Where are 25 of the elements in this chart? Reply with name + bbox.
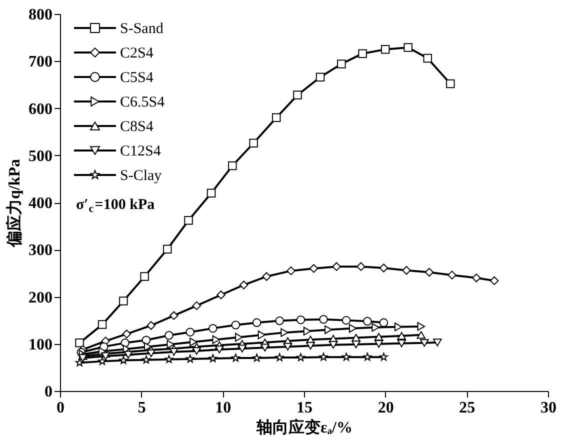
legend-label: C2S4 <box>120 46 154 62</box>
y-axis-title: 偏应力q/kPa <box>4 158 24 248</box>
x-tick-label: 15 <box>296 400 312 416</box>
x-tick-label: 10 <box>215 400 232 416</box>
legend-label: C5S4 <box>120 70 154 86</box>
y-tick-label: 700 <box>28 54 52 71</box>
legend-label: S-Sand <box>120 21 164 37</box>
legend-label: C8S4 <box>120 119 154 135</box>
x-tick-label: 20 <box>378 400 394 416</box>
legend-label: C6.5S4 <box>120 94 166 110</box>
y-tick-label: 200 <box>28 289 52 306</box>
x-tick-label: 30 <box>540 400 556 416</box>
y-tick-label: 300 <box>28 242 52 260</box>
x-axis-title: 轴向应变εₐ/% <box>256 418 352 436</box>
y-tick-label: 800 <box>28 6 52 24</box>
y-tick-label: 0 <box>44 384 52 400</box>
legend-label: S-Clay <box>120 168 162 184</box>
y-tick-label: 500 <box>28 148 52 165</box>
x-tick-label: 25 <box>459 400 476 416</box>
x-tick-label: 5 <box>138 400 146 416</box>
y-tick-label: 400 <box>28 195 52 212</box>
legend-label: C12S4 <box>120 144 162 160</box>
y-tick-label: 100 <box>28 336 52 354</box>
x-tick-label: 0 <box>56 400 64 416</box>
y-tick-label: 600 <box>28 100 52 118</box>
